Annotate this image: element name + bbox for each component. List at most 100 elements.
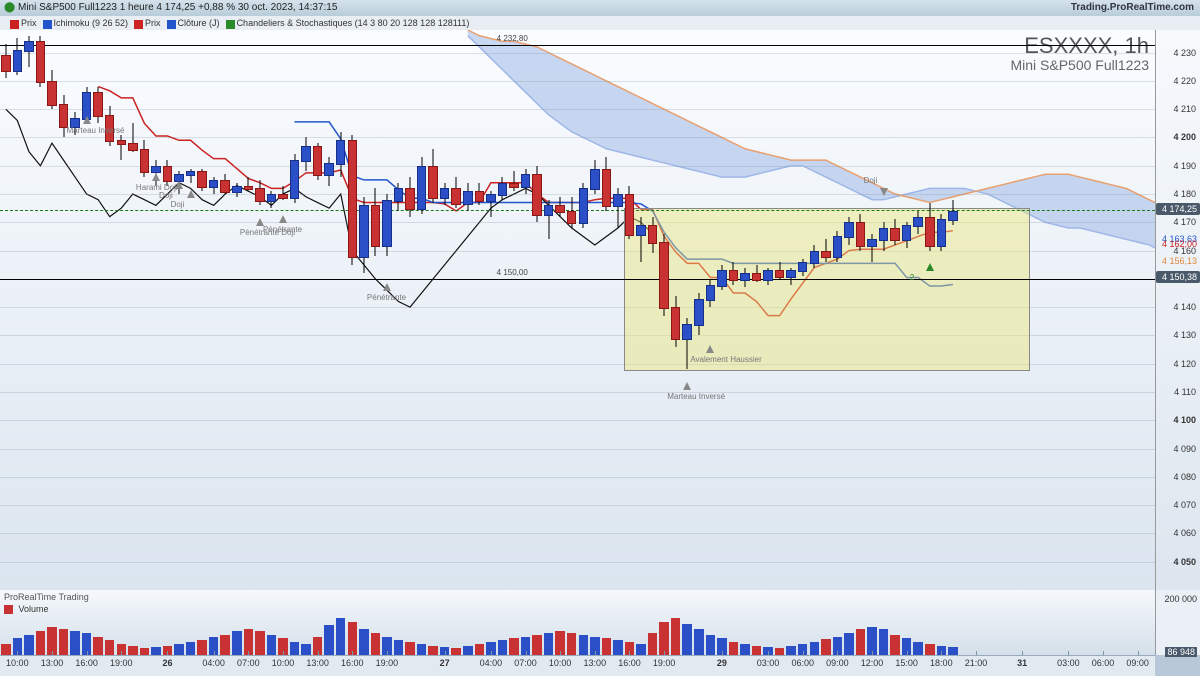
volume-bar[interactable] [913, 642, 923, 655]
indicator-item[interactable]: Ichimoku (9 26 52) [37, 18, 129, 28]
volume-bar[interactable] [24, 635, 34, 655]
candle[interactable] [843, 30, 855, 590]
candle[interactable] [820, 30, 832, 590]
candle[interactable] [797, 30, 809, 590]
price-axis[interactable]: 4 0504 0604 0704 0804 0904 1004 1104 120… [1156, 30, 1200, 590]
candle[interactable] [497, 30, 509, 590]
volume-bar[interactable] [186, 642, 196, 655]
candle[interactable] [728, 30, 740, 590]
volume-bar[interactable] [925, 644, 935, 655]
candle[interactable] [589, 30, 601, 590]
volume-bar[interactable] [336, 618, 346, 655]
volume-bar[interactable] [706, 635, 716, 655]
volume-bar[interactable] [659, 622, 669, 655]
candle[interactable] [832, 30, 844, 590]
candle[interactable] [81, 30, 93, 590]
candle[interactable] [0, 30, 12, 590]
candle[interactable] [243, 30, 255, 590]
candle[interactable] [58, 30, 70, 590]
price-chart[interactable]: ESXXXX, 1h Mini S&P500 Full1223 4 232,80… [0, 30, 1156, 590]
candle[interactable] [566, 30, 578, 590]
candle[interactable] [92, 30, 104, 590]
volume-bar[interactable] [786, 646, 796, 655]
volume-bar[interactable] [359, 629, 369, 655]
candle[interactable] [889, 30, 901, 590]
candle[interactable] [901, 30, 913, 590]
volume-bar[interactable] [93, 637, 103, 656]
candle[interactable] [335, 30, 347, 590]
candle[interactable] [705, 30, 717, 590]
candle[interactable] [381, 30, 393, 590]
indicator-item[interactable]: Chandeliers & Stochastiques (14 3 80 20 … [220, 18, 470, 28]
volume-bar[interactable] [140, 648, 150, 655]
candle[interactable] [404, 30, 416, 590]
candle[interactable] [739, 30, 751, 590]
volume-bar[interactable] [197, 640, 207, 655]
volume-bar[interactable] [394, 640, 404, 655]
candle[interactable] [774, 30, 786, 590]
candle[interactable] [647, 30, 659, 590]
candle[interactable] [612, 30, 624, 590]
candle[interactable] [716, 30, 728, 590]
candle[interactable] [254, 30, 266, 590]
candle[interactable] [785, 30, 797, 590]
candle[interactable] [947, 30, 959, 590]
volume-bar[interactable] [105, 640, 115, 655]
candle[interactable] [681, 30, 693, 590]
candle[interactable] [104, 30, 116, 590]
volume-bar[interactable] [70, 631, 80, 655]
candle[interactable] [370, 30, 382, 590]
volume-bar[interactable] [475, 644, 485, 655]
volume-bar[interactable] [267, 635, 277, 655]
candle[interactable] [936, 30, 948, 590]
volume-bar[interactable] [602, 638, 612, 655]
volume-bar[interactable] [428, 646, 438, 655]
candle[interactable] [809, 30, 821, 590]
candle[interactable] [347, 30, 359, 590]
candle[interactable] [924, 30, 936, 590]
candle[interactable] [670, 30, 682, 590]
volume-bar[interactable] [856, 629, 866, 655]
volume-panel[interactable]: ProRealTime Trading Volume [0, 590, 1155, 655]
volume-bar[interactable] [255, 631, 265, 655]
candle[interactable] [69, 30, 81, 590]
volume-bar[interactable] [579, 635, 589, 655]
candle[interactable] [439, 30, 451, 590]
candle[interactable] [196, 30, 208, 590]
volume-bar[interactable] [405, 642, 415, 655]
volume-bar[interactable] [451, 648, 461, 655]
candle[interactable] [912, 30, 924, 590]
volume-bar[interactable] [532, 635, 542, 655]
volume-bar[interactable] [752, 646, 762, 655]
volume-bar[interactable] [220, 635, 230, 655]
volume-bar[interactable] [613, 640, 623, 655]
volume-bar[interactable] [1, 644, 11, 655]
candle[interactable] [543, 30, 555, 590]
candle[interactable] [462, 30, 474, 590]
candle[interactable] [878, 30, 890, 590]
candle[interactable] [219, 30, 231, 590]
volume-bar[interactable] [682, 624, 692, 655]
volume-bar[interactable] [463, 646, 473, 655]
candle[interactable] [578, 30, 590, 590]
volume-bar[interactable] [498, 640, 508, 655]
candle[interactable] [173, 30, 185, 590]
candle[interactable] [635, 30, 647, 590]
indicator-item[interactable]: Prix [128, 18, 161, 28]
candle[interactable] [312, 30, 324, 590]
candle[interactable] [46, 30, 58, 590]
volume-bar[interactable] [694, 629, 704, 655]
candle[interactable] [866, 30, 878, 590]
candle[interactable] [624, 30, 636, 590]
candle[interactable] [300, 30, 312, 590]
volume-bar[interactable] [232, 631, 242, 655]
volume-bar[interactable] [290, 642, 300, 655]
candle[interactable] [693, 30, 705, 590]
volume-bar[interactable] [636, 644, 646, 655]
candle[interactable] [116, 30, 128, 590]
volume-bar[interactable] [417, 644, 427, 655]
volume-bar[interactable] [301, 644, 311, 655]
indicator-item[interactable]: Prix [4, 18, 37, 28]
candle[interactable] [127, 30, 139, 590]
candle[interactable] [35, 30, 47, 590]
